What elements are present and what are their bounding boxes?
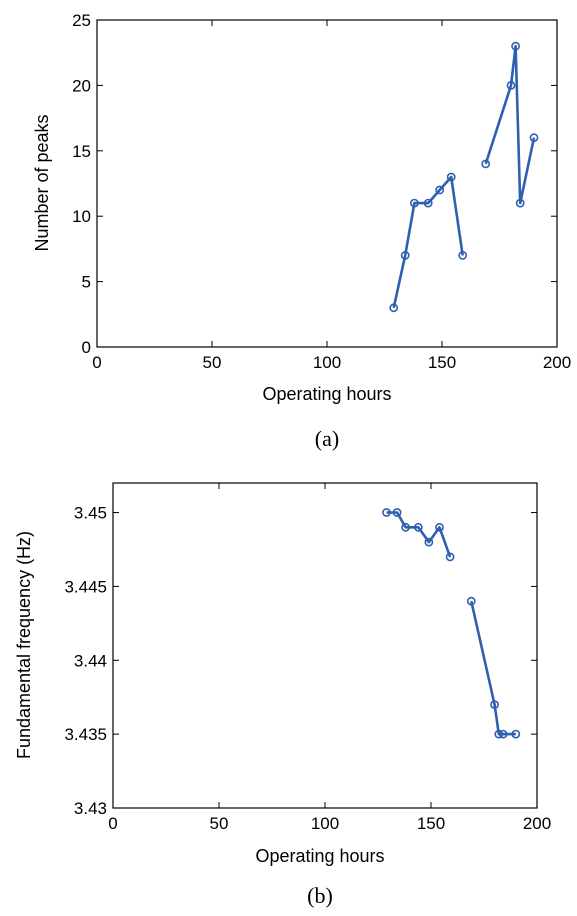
y-axis-label-a: Number of peaks [32,114,52,251]
x-tick-labels-a: 0 50 100 150 200 [92,353,571,372]
data-point [494,729,504,739]
series-points-b [382,508,521,739]
x-tick-label: 50 [210,814,229,833]
y-tick-label: 0 [82,338,91,357]
data-point [424,537,434,547]
caption-b: (b) [307,883,333,908]
series-line [386,511,452,558]
data-point [435,185,445,195]
y-tick-label: 10 [72,207,91,226]
series-lines-a [392,44,536,309]
y-tick-label: 25 [72,11,91,30]
y-tick-labels-a: 0 5 10 15 20 25 [72,11,91,357]
tick-marks-b [112,483,538,809]
y-tick-label: 3.445 [64,577,107,596]
x-tick-label: 0 [92,353,101,372]
y-tick-label: 20 [72,76,91,95]
data-point [458,250,468,260]
y-tick-label: 3.43 [74,799,107,818]
data-point [413,522,423,532]
data-point [511,729,521,739]
series-line [484,44,536,205]
data-point [401,522,410,532]
tick-marks-a [96,19,558,348]
plot-frame-b [112,482,538,809]
x-tick-label: 50 [203,353,222,372]
series-points-a [389,41,539,313]
x-axis-label-a: Operating hours [262,384,391,404]
data-point [498,729,508,739]
y-tick-label: 3.435 [64,725,107,744]
data-point [515,198,525,208]
series-line [470,600,516,736]
data-point [446,172,456,182]
chart-b: 0 50 100 150 200 3.43 3.435 3.44 3.445 3.45 Oper… [14,482,551,908]
x-tick-label: 100 [311,814,339,833]
y-tick-label: 3.44 [74,651,107,670]
y-tick-label: 3.45 [74,504,107,523]
y-tick-labels-b: 3.43 3.435 3.44 3.445 3.45 [64,504,107,818]
data-point [529,133,539,143]
x-tick-label: 100 [313,353,341,372]
x-tick-label: 200 [543,353,571,372]
data-point [481,159,491,169]
series-line [392,175,464,309]
plot-frame-a [96,19,558,348]
x-tick-label: 150 [417,814,445,833]
x-tick-label: 0 [108,814,117,833]
caption-a: (a) [315,426,339,451]
data-point [389,303,399,313]
y-tick-label: 5 [82,273,91,292]
x-axis-label-b: Operating hours [255,846,384,866]
y-axis-label-b: Fundamental frequency (Hz) [14,531,34,759]
data-point [490,700,499,709]
y-tick-label: 15 [72,142,91,161]
data-point [435,522,444,532]
x-tick-labels-b: 0 50 100 150 200 [108,814,551,833]
data-point [511,41,520,51]
data-point [409,198,419,208]
data-point [382,508,391,517]
data-point [445,552,455,562]
data-point [466,596,476,606]
data-point [423,198,433,208]
x-tick-label: 200 [523,814,551,833]
data-point [506,81,516,90]
x-tick-label: 150 [428,353,456,372]
data-point [392,508,402,517]
data-point [400,250,410,260]
